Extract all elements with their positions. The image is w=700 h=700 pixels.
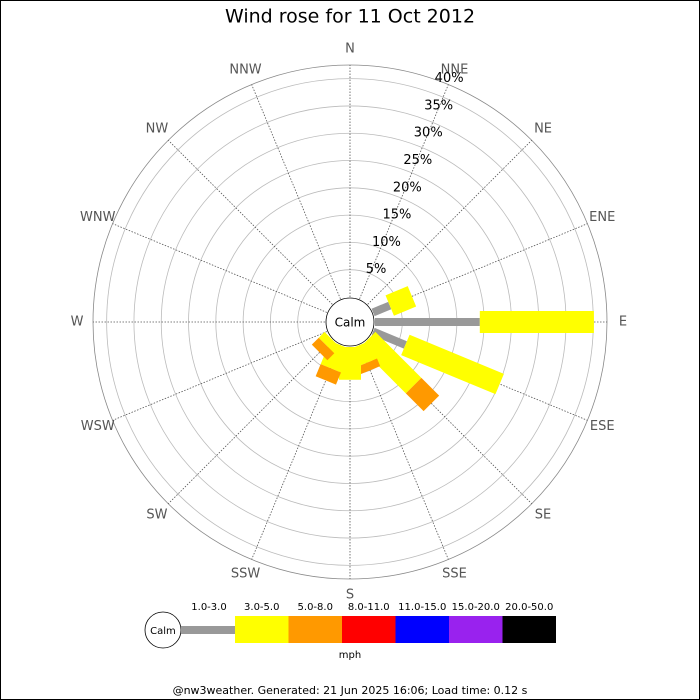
- direction-label: S: [346, 588, 354, 603]
- spoke: [372, 223, 588, 313]
- direction-label: ESE: [590, 419, 615, 434]
- legend-calm-label: Calm: [150, 626, 176, 637]
- direction-label: ENE: [589, 210, 615, 225]
- bar-segment: [375, 318, 480, 326]
- spoke: [251, 344, 341, 560]
- bar-segment: [315, 364, 341, 385]
- legend-swatch: [181, 626, 235, 634]
- unit-label: mph: [339, 650, 361, 661]
- legend-label: 20.0-50.0: [505, 602, 553, 613]
- legend-label: 15.0-20.0: [452, 602, 500, 613]
- direction-label: WSW: [81, 419, 115, 434]
- bar-segment: [359, 331, 422, 394]
- ring-label: 10%: [372, 235, 401, 250]
- ring-label: 15%: [382, 208, 411, 223]
- bar-segment: [318, 331, 341, 354]
- direction-label: NW: [146, 121, 169, 136]
- bar-segment: [405, 377, 440, 412]
- ring-label: 25%: [403, 153, 432, 168]
- bar-segment: [479, 311, 594, 333]
- legend-label: 1.0-3.0: [191, 602, 226, 613]
- spoke: [372, 331, 588, 421]
- spoke: [367, 339, 533, 505]
- chart-title: Wind rose for 11 Oct 2012: [225, 6, 475, 28]
- spoke: [167, 139, 333, 305]
- direction-label: SSW: [231, 567, 261, 582]
- direction-label: NNE: [441, 62, 469, 77]
- calm-circle: [325, 297, 375, 347]
- spoke: [359, 84, 449, 300]
- ring-label: 5%: [366, 262, 387, 277]
- direction-label: W: [71, 315, 84, 330]
- direction-label: SE: [535, 508, 551, 523]
- calm-label: Calm: [335, 316, 366, 330]
- spoke: [359, 344, 449, 560]
- legend-swatch: [449, 616, 503, 643]
- bar-segment: [311, 337, 335, 361]
- bar-segment: [371, 327, 407, 349]
- ring-label: 20%: [393, 180, 422, 195]
- footer: @nw3weather. Generated: 21 Jun 2025 16:0…: [173, 684, 528, 697]
- direction-label: WNW: [80, 210, 116, 225]
- spoke: [112, 331, 328, 421]
- spoke: [112, 223, 328, 313]
- legend-swatch: [502, 616, 556, 643]
- legend-label: 3.0-5.0: [244, 602, 279, 613]
- ring-label: 40%: [435, 71, 464, 86]
- spoke: [251, 84, 341, 300]
- legend-label: 8.0-11.0: [348, 602, 390, 613]
- legend-label: 5.0-8.0: [298, 602, 333, 613]
- legend-swatch: [288, 616, 342, 643]
- direction-label: SW: [146, 508, 167, 523]
- bar-segment: [371, 301, 392, 317]
- ring-label: 35%: [424, 98, 453, 113]
- spoke: [367, 139, 533, 305]
- bar-segment: [356, 358, 381, 375]
- spoke: [167, 339, 333, 505]
- bar-segment: [401, 334, 504, 395]
- ring-label: 30%: [414, 126, 443, 141]
- direction-label: SSE: [442, 567, 467, 582]
- direction-label: N: [345, 42, 355, 57]
- legend-label: 11.0-15.0: [398, 602, 446, 613]
- legend-swatch: [342, 616, 396, 643]
- legend-swatch: [235, 616, 289, 643]
- direction-label: E: [619, 315, 627, 330]
- bar-segment: [385, 286, 417, 316]
- direction-label: NE: [534, 121, 552, 136]
- legend-swatch: [395, 616, 449, 643]
- direction-label: NNW: [229, 62, 261, 77]
